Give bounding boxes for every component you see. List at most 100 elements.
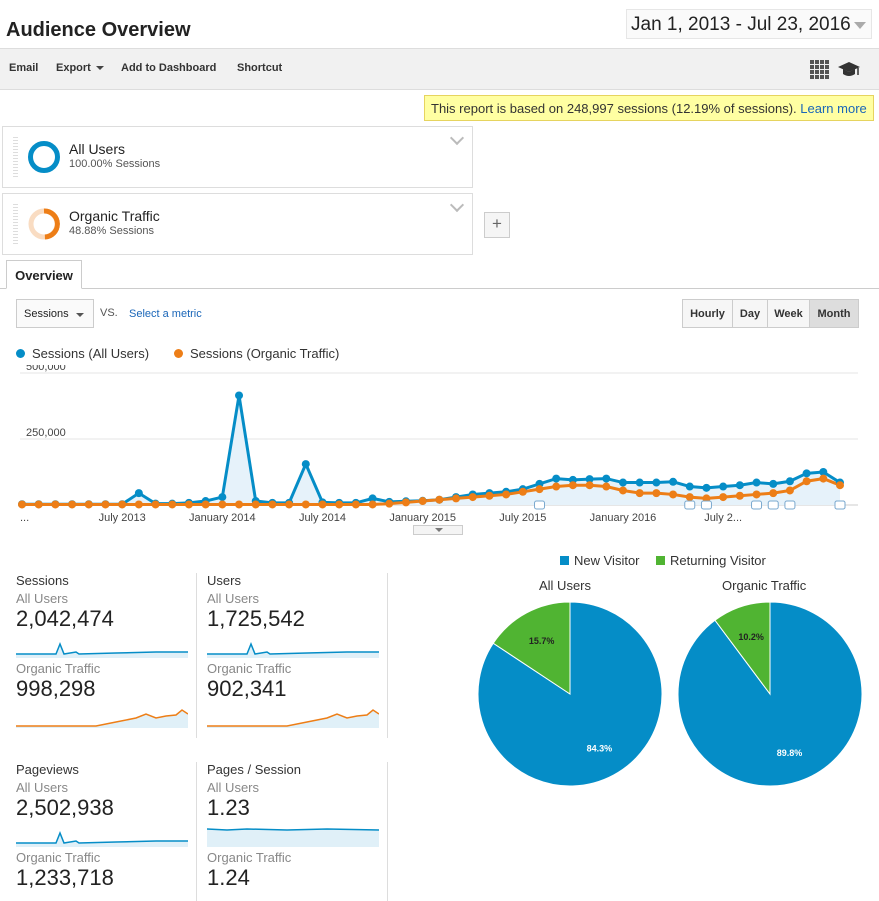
data-point[interactable] [552,474,561,483]
legend-all-users[interactable]: Sessions (All Users) [16,346,149,361]
period-hourly-button[interactable]: Hourly [683,300,733,327]
data-point[interactable] [769,489,778,498]
data-point[interactable] [368,494,377,503]
segment-card-all-users[interactable]: All Users 100.00% Sessions [2,126,473,188]
data-point[interactable] [452,494,461,503]
data-point[interactable] [68,500,77,509]
data-point[interactable] [118,500,127,509]
data-point[interactable] [502,490,511,499]
data-point[interactable] [235,500,244,509]
data-point[interactable] [618,478,627,487]
add-to-dashboard-button[interactable]: Add to Dashboard [121,62,217,74]
data-point[interactable] [785,477,794,486]
data-point[interactable] [685,482,694,491]
data-point[interactable] [318,500,327,509]
period-week-button[interactable]: Week [768,300,810,327]
data-point[interactable] [151,500,160,509]
data-point[interactable] [635,489,644,498]
annotation-marker[interactable] [784,500,796,510]
data-point[interactable] [468,493,477,502]
data-point[interactable] [335,500,344,509]
tab-overview[interactable]: Overview [6,260,82,289]
data-point[interactable] [18,500,26,509]
pie-slice[interactable] [492,601,571,695]
chart-expand-handle[interactable] [413,525,463,535]
data-point[interactable] [84,500,93,509]
data-point[interactable] [585,475,594,484]
annotation-marker[interactable] [751,500,763,510]
period-day-button[interactable]: Day [733,300,768,327]
graduation-cap-icon[interactable] [838,60,860,79]
data-point[interactable] [685,493,694,502]
data-point[interactable] [301,500,310,509]
data-point[interactable] [735,491,744,500]
chevron-down-icon[interactable] [449,130,465,146]
data-point[interactable] [184,500,193,509]
data-point[interactable] [368,500,377,509]
chevron-down-icon[interactable] [449,197,465,213]
segment-card-organic-traffic[interactable]: Organic Traffic 48.88% Sessions [2,193,473,255]
data-point[interactable] [669,477,678,486]
annotation-marker[interactable] [684,500,696,510]
pie-legend-new-visitor[interactable]: New Visitor [560,553,640,568]
data-point[interactable] [819,474,828,483]
data-point[interactable] [702,494,711,503]
grid-icon[interactable] [810,60,829,79]
annotation-marker[interactable] [534,500,546,510]
data-point[interactable] [485,491,494,500]
data-point[interactable] [301,460,310,469]
pie-legend-returning-visitor[interactable]: Returning Visitor [656,553,766,568]
data-point[interactable] [401,498,410,507]
annotation-marker[interactable] [767,500,779,510]
email-button[interactable]: Email [9,62,39,74]
data-point[interactable] [702,483,711,492]
drag-handle[interactable] [13,137,18,177]
annotation-marker[interactable] [834,500,846,510]
data-point[interactable] [235,391,244,400]
data-point[interactable] [635,478,644,487]
data-point[interactable] [735,481,744,490]
data-point[interactable] [418,497,427,506]
data-point[interactable] [134,489,143,498]
metric-dropdown[interactable]: Sessions [16,299,94,328]
data-point[interactable] [201,500,210,509]
data-point[interactable] [568,481,577,490]
select-metric-link[interactable]: Select a metric [129,308,202,320]
data-point[interactable] [134,500,143,509]
data-point[interactable] [652,489,661,498]
data-point[interactable] [819,468,828,476]
date-range-picker[interactable]: Jan 1, 2013 - Jul 23, 2016 [626,9,872,39]
data-point[interactable] [268,500,277,509]
data-point[interactable] [218,500,227,509]
pie-slice[interactable] [714,601,771,696]
add-segment-button[interactable]: + [484,212,510,238]
data-point[interactable] [435,495,444,504]
data-point[interactable] [168,500,177,509]
data-point[interactable] [769,479,778,488]
data-point[interactable] [385,499,394,508]
data-point[interactable] [51,500,60,509]
drag-handle[interactable] [13,204,18,244]
data-point[interactable] [101,500,110,509]
data-point[interactable] [218,493,227,502]
data-point[interactable] [552,482,561,491]
data-point[interactable] [752,478,761,487]
learn-more-link[interactable]: Learn more [800,101,867,116]
data-point[interactable] [836,481,844,490]
export-button[interactable]: Export [56,62,104,74]
data-point[interactable] [719,482,728,491]
data-point[interactable] [719,493,728,502]
data-point[interactable] [585,481,594,490]
data-point[interactable] [618,486,627,495]
data-point[interactable] [602,474,611,483]
shortcut-button[interactable]: Shortcut [237,62,283,74]
data-point[interactable] [34,500,43,509]
data-point[interactable] [285,500,294,509]
data-point[interactable] [535,485,544,494]
period-month-button[interactable]: Month [810,300,858,327]
annotation-marker[interactable] [700,500,712,510]
data-point[interactable] [802,469,811,478]
legend-organic-traffic[interactable]: Sessions (Organic Traffic) [174,346,339,361]
data-point[interactable] [785,486,794,495]
data-point[interactable] [669,490,678,499]
